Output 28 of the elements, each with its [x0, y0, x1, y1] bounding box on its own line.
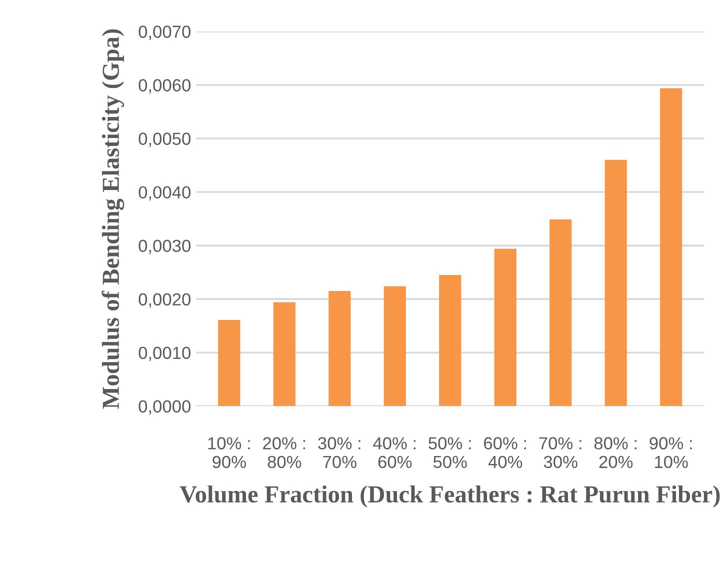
- y-tick-label: 0,0020: [138, 293, 190, 308]
- y-tick-label: 0,0030: [138, 240, 190, 254]
- bar: [218, 320, 240, 406]
- y-axis-title: Modulus of Bending Elasticity (Gpa): [102, 29, 124, 409]
- x-tick-label: 80% : 20%: [594, 437, 636, 468]
- bar: [550, 219, 572, 406]
- x-tick-label: 30% : 70%: [318, 437, 360, 468]
- x-tick-label: 20% : 80%: [263, 437, 306, 468]
- y-tick-label: 0,0010: [138, 346, 190, 362]
- x-axis-title: Volume Fraction (Duck Feathers : Rat Purun Fiber): [180, 485, 720, 508]
- bar: [604, 160, 627, 406]
- bar: [384, 286, 406, 406]
- bar: [660, 88, 682, 406]
- x-tick-label: 70% : 30%: [539, 437, 582, 468]
- x-tick-label: 90% : 10%: [650, 437, 692, 468]
- x-tick-label: 50% : 50%: [428, 437, 471, 468]
- bar: [328, 291, 351, 406]
- bar: [439, 274, 462, 406]
- y-tick-label: 0,0070: [138, 26, 190, 40]
- y-tick-label: 0,0050: [138, 132, 190, 148]
- y-tick-label: 0,0060: [138, 79, 190, 94]
- bar: [273, 302, 296, 406]
- x-tick-label: 10% : 90%: [208, 437, 250, 468]
- y-tick-label: 0,0000: [138, 400, 190, 415]
- y-tick-label: 0,0040: [138, 186, 190, 201]
- bar: [494, 248, 516, 406]
- x-tick-label: 60% : 40%: [484, 437, 526, 468]
- x-tick-label: 40% : 60%: [373, 437, 416, 468]
